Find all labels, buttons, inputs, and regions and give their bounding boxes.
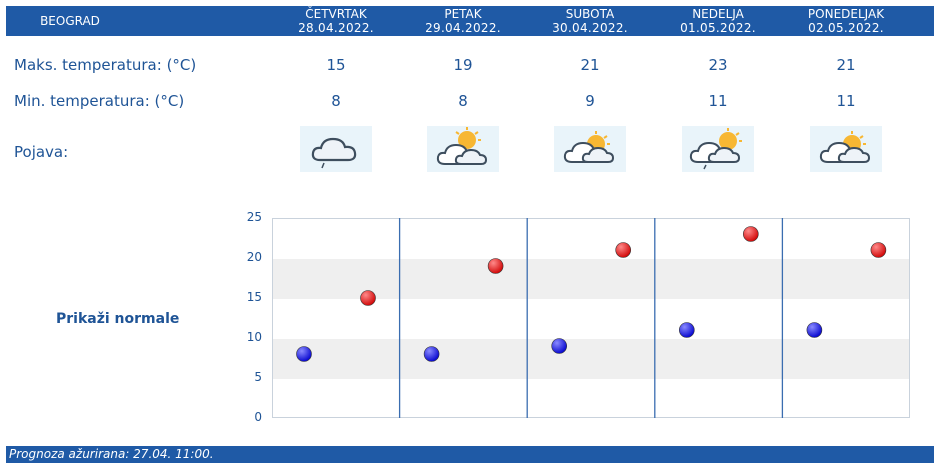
day-name: ČETVRTAK (305, 7, 367, 21)
min-temp-point[interactable] (296, 346, 312, 362)
grid-band (273, 259, 909, 299)
max-temp-point[interactable] (870, 242, 887, 258)
y-tick-label: 25 (246, 210, 262, 224)
day-date: 02.05.2022. (808, 21, 884, 35)
partly-cloudy-icon (427, 126, 499, 172)
max-temp-value: 19 (453, 56, 473, 74)
chart-plot-area (272, 218, 910, 418)
cloud-rain-icon (300, 126, 372, 172)
day-date: 28.04.2022. (298, 21, 374, 35)
day-header-2: PETAK 29.04.2022. (413, 6, 513, 36)
day-name: PONEDELJAK (807, 7, 885, 21)
day-date: 30.04.2022. (552, 21, 628, 35)
show-normals-link[interactable]: Prikaži normale (56, 311, 180, 327)
y-tick-label: 15 (246, 290, 262, 304)
day-header-4: NEDELJA 01.05.2022. (668, 6, 768, 36)
forecast-updated-footer: Prognoza ažurirana: 27.04. 11:00. (6, 446, 934, 463)
min-temp-value: 8 (458, 92, 468, 110)
partly-cloudy-icon (554, 126, 626, 172)
partly-cloudy-icon (810, 126, 882, 172)
max-temp-value: 21 (580, 56, 600, 74)
day-name: SUBOTA (565, 7, 615, 21)
day-header-3: SUBOTA 30.04.2022. (540, 6, 640, 36)
max-temp-label: Maks. temperatura: (°C) (14, 56, 197, 74)
day-name: NEDELJA (692, 7, 744, 21)
y-tick-label: 20 (246, 250, 262, 264)
max-temp-point[interactable] (615, 242, 632, 258)
max-temp-value: 23 (708, 56, 728, 74)
grid-band (273, 339, 909, 379)
min-temp-value: 11 (836, 92, 856, 110)
day-date: 01.05.2022. (680, 21, 756, 35)
day-name: PETAK (444, 7, 482, 21)
max-temp-point[interactable] (742, 226, 759, 242)
min-temp-value: 11 (708, 92, 728, 110)
max-temp-point[interactable] (360, 290, 376, 306)
forecast-header-bar (6, 6, 934, 36)
max-temp-value: 21 (836, 56, 856, 74)
day-header-5: PONEDELJAK 02.05.2022. (796, 6, 896, 36)
y-tick-label: 5 (254, 370, 262, 384)
day-date: 29.04.2022. (425, 21, 501, 35)
partly-cloudy-rain-icon (682, 126, 754, 172)
phenomenon-label: Pojava: (14, 143, 69, 161)
y-tick-label: 10 (246, 330, 262, 344)
min-temp-value: 8 (331, 92, 341, 110)
min-temp-value: 9 (585, 92, 595, 110)
max-temp-value: 15 (326, 56, 346, 74)
day-header-1: ČETVRTAK 28.04.2022. (286, 6, 386, 36)
min-temp-point[interactable] (678, 322, 695, 338)
max-temp-point[interactable] (487, 258, 504, 274)
min-temp-point[interactable] (551, 338, 568, 354)
min-temp-point[interactable] (423, 346, 440, 362)
min-temp-label: Min. temperatura: (°C) (14, 92, 185, 110)
min-temp-point[interactable] (806, 322, 823, 338)
city-name: BEOGRAD (40, 14, 100, 28)
y-tick-label: 0 (254, 410, 262, 424)
